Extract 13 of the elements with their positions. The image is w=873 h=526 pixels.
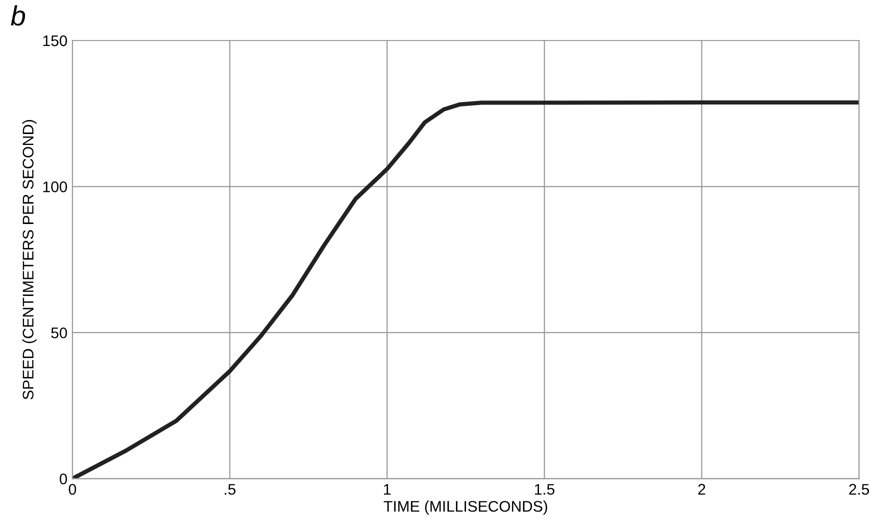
y-tick-label: 150 (43, 35, 68, 46)
x-tick-label: 2 (698, 484, 706, 495)
y-tick-label: 0 (60, 474, 67, 484)
y-tick-label: 50 (51, 327, 67, 338)
x-tick-label: .5 (224, 484, 236, 495)
x-tick-label: 2.5 (849, 484, 870, 495)
x-tick-label: 1.5 (534, 484, 554, 495)
y-tick-label: 100 (43, 181, 68, 192)
x-axis-title: TIME (MILLISECONDS) (384, 500, 548, 515)
x-tick-label: 1 (384, 484, 391, 495)
y-axis-title: SPEED (CENTIMETERS PER SECOND) (22, 120, 37, 400)
chart-title: b (10, 5, 26, 26)
x-tick-label: 0 (68, 484, 76, 495)
